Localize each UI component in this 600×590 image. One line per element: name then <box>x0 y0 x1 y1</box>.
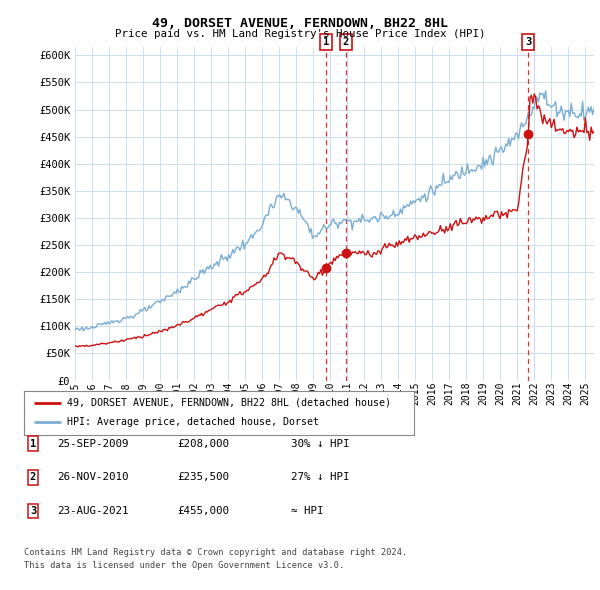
Text: 49, DORSET AVENUE, FERNDOWN, BH22 8HL: 49, DORSET AVENUE, FERNDOWN, BH22 8HL <box>152 17 448 30</box>
Text: 2: 2 <box>30 473 36 482</box>
Text: 27% ↓ HPI: 27% ↓ HPI <box>291 473 349 482</box>
Text: 3: 3 <box>30 506 36 516</box>
Text: £455,000: £455,000 <box>177 506 229 516</box>
Text: Price paid vs. HM Land Registry's House Price Index (HPI): Price paid vs. HM Land Registry's House … <box>115 29 485 39</box>
Text: 1: 1 <box>323 37 329 47</box>
Text: 25-SEP-2009: 25-SEP-2009 <box>57 439 128 448</box>
Text: Contains HM Land Registry data © Crown copyright and database right 2024.: Contains HM Land Registry data © Crown c… <box>24 548 407 556</box>
Text: 49, DORSET AVENUE, FERNDOWN, BH22 8HL (detached house): 49, DORSET AVENUE, FERNDOWN, BH22 8HL (d… <box>67 398 391 408</box>
Text: 1: 1 <box>30 439 36 448</box>
Text: 23-AUG-2021: 23-AUG-2021 <box>57 506 128 516</box>
Text: ≈ HPI: ≈ HPI <box>291 506 323 516</box>
Text: 30% ↓ HPI: 30% ↓ HPI <box>291 439 349 448</box>
Text: 26-NOV-2010: 26-NOV-2010 <box>57 473 128 482</box>
Text: £208,000: £208,000 <box>177 439 229 448</box>
Text: HPI: Average price, detached house, Dorset: HPI: Average price, detached house, Dors… <box>67 418 319 427</box>
Text: 3: 3 <box>525 37 532 47</box>
Text: 2: 2 <box>343 37 349 47</box>
Text: £235,500: £235,500 <box>177 473 229 482</box>
Text: This data is licensed under the Open Government Licence v3.0.: This data is licensed under the Open Gov… <box>24 560 344 569</box>
